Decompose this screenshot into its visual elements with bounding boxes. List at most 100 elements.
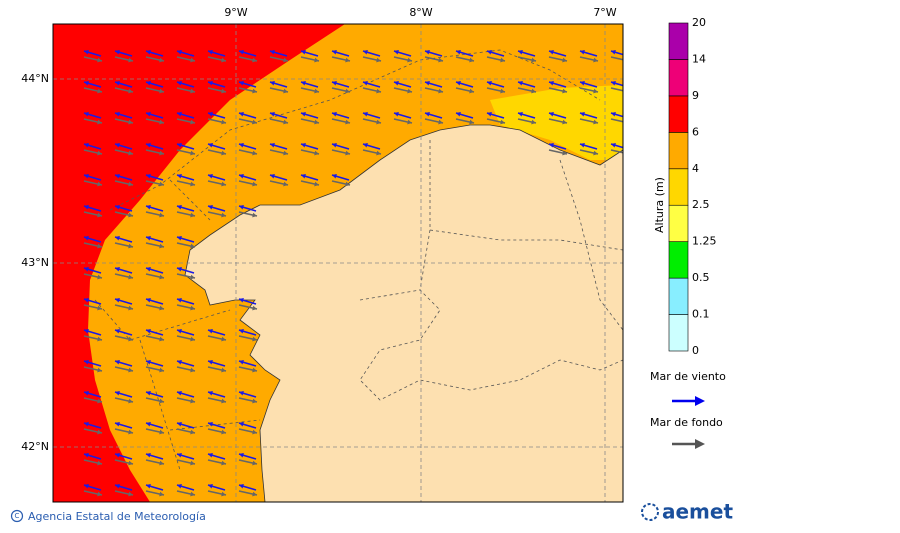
- wave-arrow-head: [84, 452, 89, 458]
- wave-arrow-head: [190, 181, 195, 187]
- wave-arrow-head: [190, 88, 195, 94]
- wave-arrow-head: [314, 181, 319, 187]
- wave-arrow-head: [593, 57, 598, 63]
- wave-arrow-head: [128, 119, 133, 125]
- wave-arrow-head: [252, 429, 257, 435]
- wave-arrow-head: [128, 57, 133, 63]
- wave-arrow-head: [469, 119, 474, 125]
- wave-arrow-head: [221, 429, 226, 435]
- wave-arrow-head: [208, 359, 213, 365]
- wave-arrow-head: [580, 49, 585, 55]
- wave-arrow-head: [283, 119, 288, 125]
- wave-arrow-head: [345, 119, 350, 125]
- lon-label: 7°W: [593, 6, 616, 19]
- wave-arrow-head: [208, 328, 213, 334]
- wave-arrow-head: [332, 80, 337, 86]
- wave-arrow-head: [159, 243, 164, 249]
- wave-arrow-head: [438, 57, 443, 63]
- wave-arrow-head: [177, 266, 182, 272]
- wave-arrow: [610, 118, 623, 123]
- wave-arrow-head: [593, 150, 598, 156]
- wave-arrow-head: [611, 80, 616, 86]
- wave-arrow-head: [332, 111, 337, 117]
- wave-arrow: [610, 56, 623, 61]
- wave-arrow-head: [97, 181, 102, 187]
- wave-arrow-head: [208, 390, 213, 396]
- wave-arrow-head: [97, 429, 102, 435]
- map: [53, 24, 629, 502]
- wave-arrow-head: [239, 390, 244, 396]
- colorbar-label: 6: [692, 125, 699, 138]
- wave-arrow-head: [84, 80, 89, 86]
- wave-arrow-head: [580, 80, 585, 86]
- wave-arrow-head: [314, 119, 319, 125]
- wave-arrow-head: [252, 367, 257, 373]
- wave-arrow-head: [438, 119, 443, 125]
- wave-arrow-head: [128, 243, 133, 249]
- colorbar-segment: [668, 204, 689, 242]
- wave-arrow-head: [146, 421, 151, 427]
- wave-arrow-head: [239, 49, 244, 55]
- wave-arrow-head: [208, 204, 213, 210]
- wave-arrow-head: [345, 57, 350, 63]
- wave-arrow-head: [177, 421, 182, 427]
- wave-arrow-head: [407, 119, 412, 125]
- wave-arrow-head: [252, 460, 257, 466]
- wave-arrow-head: [190, 119, 195, 125]
- wave-arrow-head: [84, 421, 89, 427]
- wave-arrow-head: [314, 57, 319, 63]
- wave-arrow-head: [177, 173, 182, 179]
- lon-label: 9°W: [224, 6, 247, 19]
- wave-arrow-head: [146, 452, 151, 458]
- wave-arrow-head: [270, 49, 275, 55]
- wave-arrow: [610, 87, 623, 92]
- wave-arrow-head: [190, 57, 195, 63]
- wave-arrow-head: [128, 367, 133, 373]
- wave-arrow-head: [487, 49, 492, 55]
- wave-arrow-head: [177, 111, 182, 117]
- wave-arrow-head: [221, 367, 226, 373]
- legend-arrow-gray: [672, 439, 705, 449]
- wave-arrow-head: [115, 266, 120, 272]
- wave-arrow-head: [456, 80, 461, 86]
- wave-arrow-head: [84, 142, 89, 148]
- wave-arrow-head: [159, 367, 164, 373]
- colorbar-segment: [668, 22, 689, 60]
- wave-arrow-head: [84, 297, 89, 303]
- wave-arrow-head: [239, 421, 244, 427]
- wave-arrow-head: [84, 173, 89, 179]
- wave-arrow-head: [97, 274, 102, 280]
- wave-arrow-head: [115, 328, 120, 334]
- wave-arrow-head: [221, 212, 226, 218]
- wave-arrow-head: [252, 212, 257, 218]
- wave-arrow-head: [190, 305, 195, 311]
- wave-arrow-head: [115, 173, 120, 179]
- wave-arrow-head: [190, 398, 195, 404]
- wave-arrow-head: [208, 483, 213, 489]
- wave-arrow-head: [177, 452, 182, 458]
- wave-arrow-head: [146, 297, 151, 303]
- wave-arrow-head: [624, 151, 629, 156]
- wave-arrow-head: [146, 359, 151, 365]
- colorbar-segment: [668, 132, 689, 170]
- wave-arrow-head: [549, 142, 554, 148]
- wave-arrow-head: [128, 460, 133, 466]
- colorbar-segment: [668, 277, 689, 315]
- wave-arrow-head: [394, 49, 399, 55]
- wave-arrow-head: [128, 88, 133, 94]
- copyright-icon: C: [10, 509, 24, 523]
- wave-arrow-head: [425, 80, 430, 86]
- wave-arrow-head: [115, 390, 120, 396]
- wave-arrow-head: [84, 266, 89, 272]
- wave-arrow-head: [190, 336, 195, 342]
- wave-arrow-head: [159, 429, 164, 435]
- colorbar-label: 0: [692, 344, 699, 357]
- wave-arrow-head: [500, 88, 505, 94]
- wave-arrow-head: [115, 359, 120, 365]
- wave-arrow-head: [314, 88, 319, 94]
- wave-arrow-head: [208, 421, 213, 427]
- lat-label: 43°N: [21, 256, 49, 269]
- wave-arrow-head: [469, 57, 474, 63]
- land: [184, 124, 623, 502]
